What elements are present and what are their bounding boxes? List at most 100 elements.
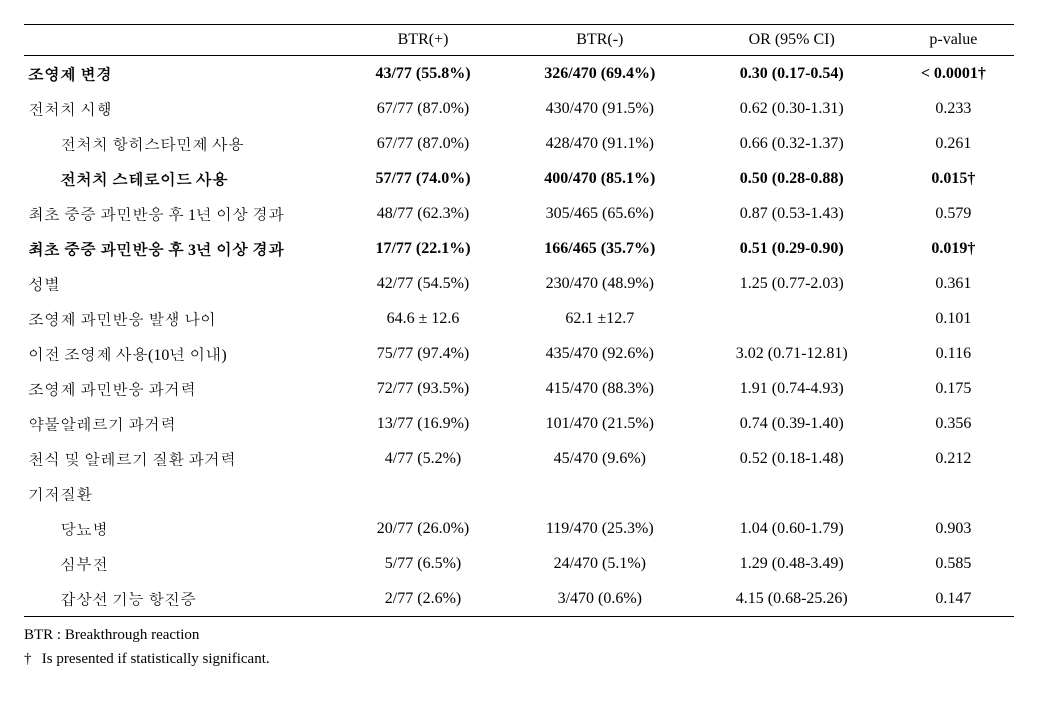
cell-btr-pos: 75/77 (97.4%) [337,336,509,371]
cell-p-value: 0.147 [893,581,1014,617]
cell-rowlabel: 심부전 [24,546,337,581]
cell-btr-pos: 72/77 (93.5%) [337,371,509,406]
cell-rowlabel: 조영제 변경 [24,56,337,92]
header-p-value: p-value [893,25,1014,56]
cell-p-value: 0.356 [893,406,1014,441]
cell-btr-neg: 101/470 (21.5%) [509,406,691,441]
header-rowlabel [24,25,337,56]
cell-p-value [893,476,1014,511]
table-row: 최초 중증 과민반응 후 3년 이상 경과17/77 (22.1%)166/46… [24,231,1014,266]
header-btr-neg: BTR(-) [509,25,691,56]
cell-rowlabel: 이전 조영제 사용(10년 이내) [24,336,337,371]
cell-rowlabel: 천식 및 알레르기 질환 과거력 [24,441,337,476]
stats-table: BTR(+) BTR(-) OR (95% CI) p-value 조영제 변경… [24,24,1014,617]
header-btr-pos: BTR(+) [337,25,509,56]
cell-rowlabel: 전처치 항히스타민제 사용 [24,126,337,161]
cell-btr-pos [337,476,509,511]
cell-btr-pos: 57/77 (74.0%) [337,161,509,196]
cell-p-value: < 0.0001† [893,56,1014,92]
cell-p-value: 0.579 [893,196,1014,231]
cell-p-value: 0.175 [893,371,1014,406]
cell-or: 0.66 (0.32-1.37) [691,126,893,161]
cell-p-value: 0.101 [893,301,1014,336]
table-row: 전처치 항히스타민제 사용67/77 (87.0%)428/470 (91.1%… [24,126,1014,161]
cell-rowlabel: 최초 중증 과민반응 후 3년 이상 경과 [24,231,337,266]
cell-btr-neg: 415/470 (88.3%) [509,371,691,406]
header-or: OR (95% CI) [691,25,893,56]
cell-btr-neg: 400/470 (85.1%) [509,161,691,196]
cell-rowlabel: 약물알레르기 과거력 [24,406,337,441]
cell-rowlabel: 갑상선 기능 항진증 [24,581,337,617]
cell-btr-neg: 430/470 (91.5%) [509,91,691,126]
table-row: 조영제 과민반응 발생 나이64.6 ± 12.662.1 ±12.7 0.101 [24,301,1014,336]
cell-or: 0.87 (0.53-1.43) [691,196,893,231]
cell-btr-pos: 20/77 (26.0%) [337,511,509,546]
cell-btr-pos: 13/77 (16.9%) [337,406,509,441]
cell-p-value: 0.361 [893,266,1014,301]
cell-or [691,476,893,511]
cell-btr-pos: 5/77 (6.5%) [337,546,509,581]
cell-rowlabel: 당뇨병 [24,511,337,546]
cell-p-value: 0.585 [893,546,1014,581]
cell-btr-neg: 166/465 (35.7%) [509,231,691,266]
table-row: 성별42/77 (54.5%)230/470 (48.9%)1.25 (0.77… [24,266,1014,301]
cell-btr-neg [509,476,691,511]
cell-or: 1.04 (0.60-1.79) [691,511,893,546]
cell-btr-pos: 67/77 (87.0%) [337,126,509,161]
cell-p-value: 0.212 [893,441,1014,476]
table-body: 조영제 변경43/77 (55.8%)326/470 (69.4%)0.30 (… [24,56,1014,617]
footnote-abbrev: BTR : Breakthrough reaction [24,623,1014,647]
cell-btr-pos: 67/77 (87.0%) [337,91,509,126]
table-row: 약물알레르기 과거력13/77 (16.9%)101/470 (21.5%)0.… [24,406,1014,441]
cell-p-value: 0.233 [893,91,1014,126]
cell-or: 0.50 (0.28-0.88) [691,161,893,196]
cell-rowlabel: 전처치 스테로이드 사용 [24,161,337,196]
cell-or: 0.62 (0.30-1.31) [691,91,893,126]
cell-or: 3.02 (0.71-12.81) [691,336,893,371]
cell-rowlabel: 최초 중증 과민반응 후 1년 이상 경과 [24,196,337,231]
cell-btr-neg: 119/470 (25.3%) [509,511,691,546]
cell-or: 1.91 (0.74-4.93) [691,371,893,406]
footnote-significance-text: Is presented if statistically significan… [42,651,270,667]
cell-p-value: 0.261 [893,126,1014,161]
cell-rowlabel: 조영제 과민반응 과거력 [24,371,337,406]
table-row: 당뇨병20/77 (26.0%)119/470 (25.3%)1.04 (0.6… [24,511,1014,546]
cell-rowlabel: 성별 [24,266,337,301]
cell-btr-neg: 435/470 (92.6%) [509,336,691,371]
cell-or [691,301,893,336]
cell-btr-pos: 17/77 (22.1%) [337,231,509,266]
table-row: 전처치 스테로이드 사용57/77 (74.0%)400/470 (85.1%)… [24,161,1014,196]
cell-btr-neg: 428/470 (91.1%) [509,126,691,161]
footnote-significance: † Is presented if statistically signific… [24,647,1014,671]
table-row: 이전 조영제 사용(10년 이내)75/77 (97.4%)435/470 (9… [24,336,1014,371]
table-row: 최초 중증 과민반응 후 1년 이상 경과48/77 (62.3%)305/46… [24,196,1014,231]
cell-or: 1.25 (0.77-2.03) [691,266,893,301]
table-row: 전처치 시행67/77 (87.0%)430/470 (91.5%)0.62 (… [24,91,1014,126]
cell-p-value: 0.116 [893,336,1014,371]
cell-or: 0.74 (0.39-1.40) [691,406,893,441]
cell-btr-pos: 64.6 ± 12.6 [337,301,509,336]
cell-or: 4.15 (0.68-25.26) [691,581,893,617]
table-row: 조영제 과민반응 과거력72/77 (93.5%)415/470 (88.3%)… [24,371,1014,406]
cell-btr-neg: 45/470 (9.6%) [509,441,691,476]
cell-p-value: 0.015† [893,161,1014,196]
table-row: 심부전5/77 (6.5%)24/470 (5.1%)1.29 (0.48-3.… [24,546,1014,581]
cell-p-value: 0.903 [893,511,1014,546]
cell-btr-pos: 43/77 (55.8%) [337,56,509,92]
cell-btr-neg: 62.1 ±12.7 [509,301,691,336]
cell-rowlabel: 기저질환 [24,476,337,511]
cell-btr-pos: 4/77 (5.2%) [337,441,509,476]
table-footnotes: BTR : Breakthrough reaction † Is present… [24,623,1014,671]
cell-btr-neg: 3/470 (0.6%) [509,581,691,617]
cell-rowlabel: 조영제 과민반응 발생 나이 [24,301,337,336]
cell-btr-neg: 326/470 (69.4%) [509,56,691,92]
cell-btr-pos: 2/77 (2.6%) [337,581,509,617]
cell-rowlabel: 전처치 시행 [24,91,337,126]
table-header-row: BTR(+) BTR(-) OR (95% CI) p-value [24,25,1014,56]
table-row: 기저질환 [24,476,1014,511]
dagger-icon: † [24,647,38,671]
cell-or: 0.51 (0.29-0.90) [691,231,893,266]
table-row: 조영제 변경43/77 (55.8%)326/470 (69.4%)0.30 (… [24,56,1014,92]
table-row: 갑상선 기능 항진증2/77 (2.6%)3/470 (0.6%)4.15 (0… [24,581,1014,617]
cell-or: 0.30 (0.17-0.54) [691,56,893,92]
